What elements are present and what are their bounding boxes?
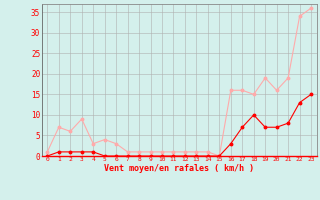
X-axis label: Vent moyen/en rafales ( km/h ): Vent moyen/en rafales ( km/h ) (104, 164, 254, 173)
